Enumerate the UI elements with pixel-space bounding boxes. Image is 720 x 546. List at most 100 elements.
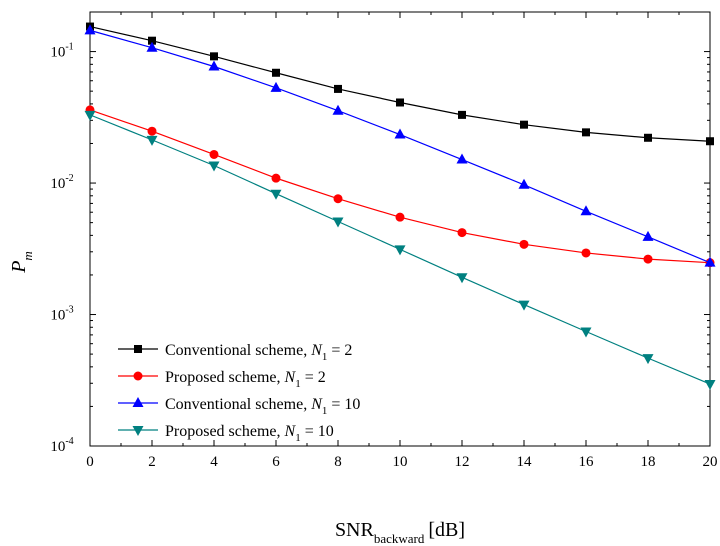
legend-label-sub: 1: [295, 378, 301, 390]
y-tick-base: 10: [50, 45, 65, 61]
data-point: [210, 52, 218, 61]
legend-marker: [134, 345, 142, 353]
data-point: [518, 300, 530, 311]
y-tick-label: 10-2: [50, 173, 73, 192]
data-point: [519, 239, 529, 249]
legend-label-value: = 10: [327, 396, 360, 413]
data-point: [456, 273, 468, 284]
data-point: [208, 161, 220, 172]
series-line: [89, 25, 711, 142]
legend-label-text: Proposed scheme,: [165, 369, 285, 386]
x-tick-label: 14: [517, 454, 533, 470]
x-axis-label: SNRbackward [dB]: [335, 519, 465, 546]
data-point: [458, 110, 466, 119]
y-tick-exp: -1: [65, 42, 73, 53]
data-point: [332, 217, 344, 228]
data-point: [208, 60, 220, 71]
data-point: [332, 104, 344, 115]
series-line: [89, 29, 711, 264]
x-tick-label: 2: [148, 454, 156, 470]
x-axis-label-unit: [dB]: [428, 519, 465, 541]
legend-label: Proposed scheme, N1 = 2: [165, 369, 326, 390]
legend-label-text: Proposed scheme,: [165, 423, 285, 440]
data-point: [518, 178, 530, 189]
series-0: [86, 22, 714, 146]
data-point: [704, 256, 716, 267]
legend-marker: [132, 397, 144, 407]
data-point: [394, 128, 406, 139]
data-point: [147, 126, 157, 136]
legend-label: Conventional scheme, N1 = 10: [165, 396, 360, 417]
legend-label-value: = 2: [301, 369, 326, 386]
x-tick-label: 20: [703, 454, 718, 470]
legend-label: Conventional scheme, N1 = 2: [165, 342, 352, 363]
legend-label-sub: 1: [295, 432, 301, 444]
data-point: [582, 128, 590, 137]
series-layer: [84, 22, 716, 391]
data-point: [334, 84, 342, 93]
legend-label-var: N: [310, 342, 323, 359]
data-point: [642, 230, 654, 241]
y-tick-label: 10-3: [50, 305, 73, 324]
y-axis-label-main: P: [8, 261, 30, 274]
data-point: [84, 24, 96, 35]
legend-marker: [132, 426, 144, 436]
legend-item: Proposed scheme, N1 = 10: [118, 423, 334, 444]
legend-item: Conventional scheme, N1 = 10: [118, 396, 360, 417]
y-tick-base: 10: [50, 176, 65, 192]
x-axis-label-main: SNR: [335, 519, 375, 541]
data-point: [148, 36, 156, 45]
y-tick-base: 10: [50, 308, 65, 324]
data-point: [272, 68, 280, 77]
data-point: [146, 135, 158, 146]
data-point: [394, 245, 406, 256]
data-point: [644, 133, 652, 142]
data-point: [580, 327, 592, 338]
data-point: [333, 194, 343, 204]
data-point: [706, 137, 714, 146]
x-axis-label-sub: backward: [374, 531, 425, 546]
legend-label-sub: 1: [322, 405, 328, 417]
data-point: [520, 120, 528, 129]
data-point: [396, 98, 404, 107]
series-2: [84, 24, 716, 267]
data-point: [271, 173, 281, 183]
x-tick-label: 12: [455, 454, 470, 470]
legend-label-value: = 10: [301, 423, 334, 440]
data-point: [146, 41, 158, 52]
legend-item: Proposed scheme, N1 = 2: [118, 369, 326, 390]
data-point: [580, 205, 592, 216]
y-tick-label: 10-4: [50, 436, 73, 455]
data-point: [395, 212, 405, 222]
y-tick-exp: -3: [65, 305, 73, 316]
y-tick-base: 10: [50, 439, 65, 455]
y-axis-label: Pm: [8, 251, 35, 274]
y-axis-label-group: Pm: [8, 251, 35, 274]
x-tick-label: 0: [86, 454, 94, 470]
y-tick-label: 10-1: [50, 42, 73, 61]
x-tick-label: 16: [579, 454, 595, 470]
legend-item: Conventional scheme, N1 = 2: [118, 342, 352, 363]
y-axis-label-sub: m: [20, 251, 35, 260]
x-tick-label: 4: [210, 454, 218, 470]
y-tick-exp: -4: [65, 436, 73, 447]
legend-label-text: Conventional scheme,: [165, 342, 311, 359]
legend-label-text: Conventional scheme,: [165, 396, 311, 413]
data-point: [270, 189, 282, 200]
legend-label-sub: 1: [322, 351, 328, 363]
data-point: [643, 254, 653, 264]
data-point: [209, 149, 219, 159]
legend-label-value: = 2: [327, 342, 352, 359]
x-tick-label: 18: [641, 454, 656, 470]
legend-label-var: N: [284, 369, 297, 386]
data-point: [270, 81, 282, 92]
legend-label-var: N: [310, 396, 323, 413]
data-point: [704, 380, 716, 391]
data-point: [457, 228, 467, 238]
series-3: [84, 110, 716, 391]
x-tick-label: 8: [334, 454, 342, 470]
x-tick-label: 6: [272, 454, 280, 470]
